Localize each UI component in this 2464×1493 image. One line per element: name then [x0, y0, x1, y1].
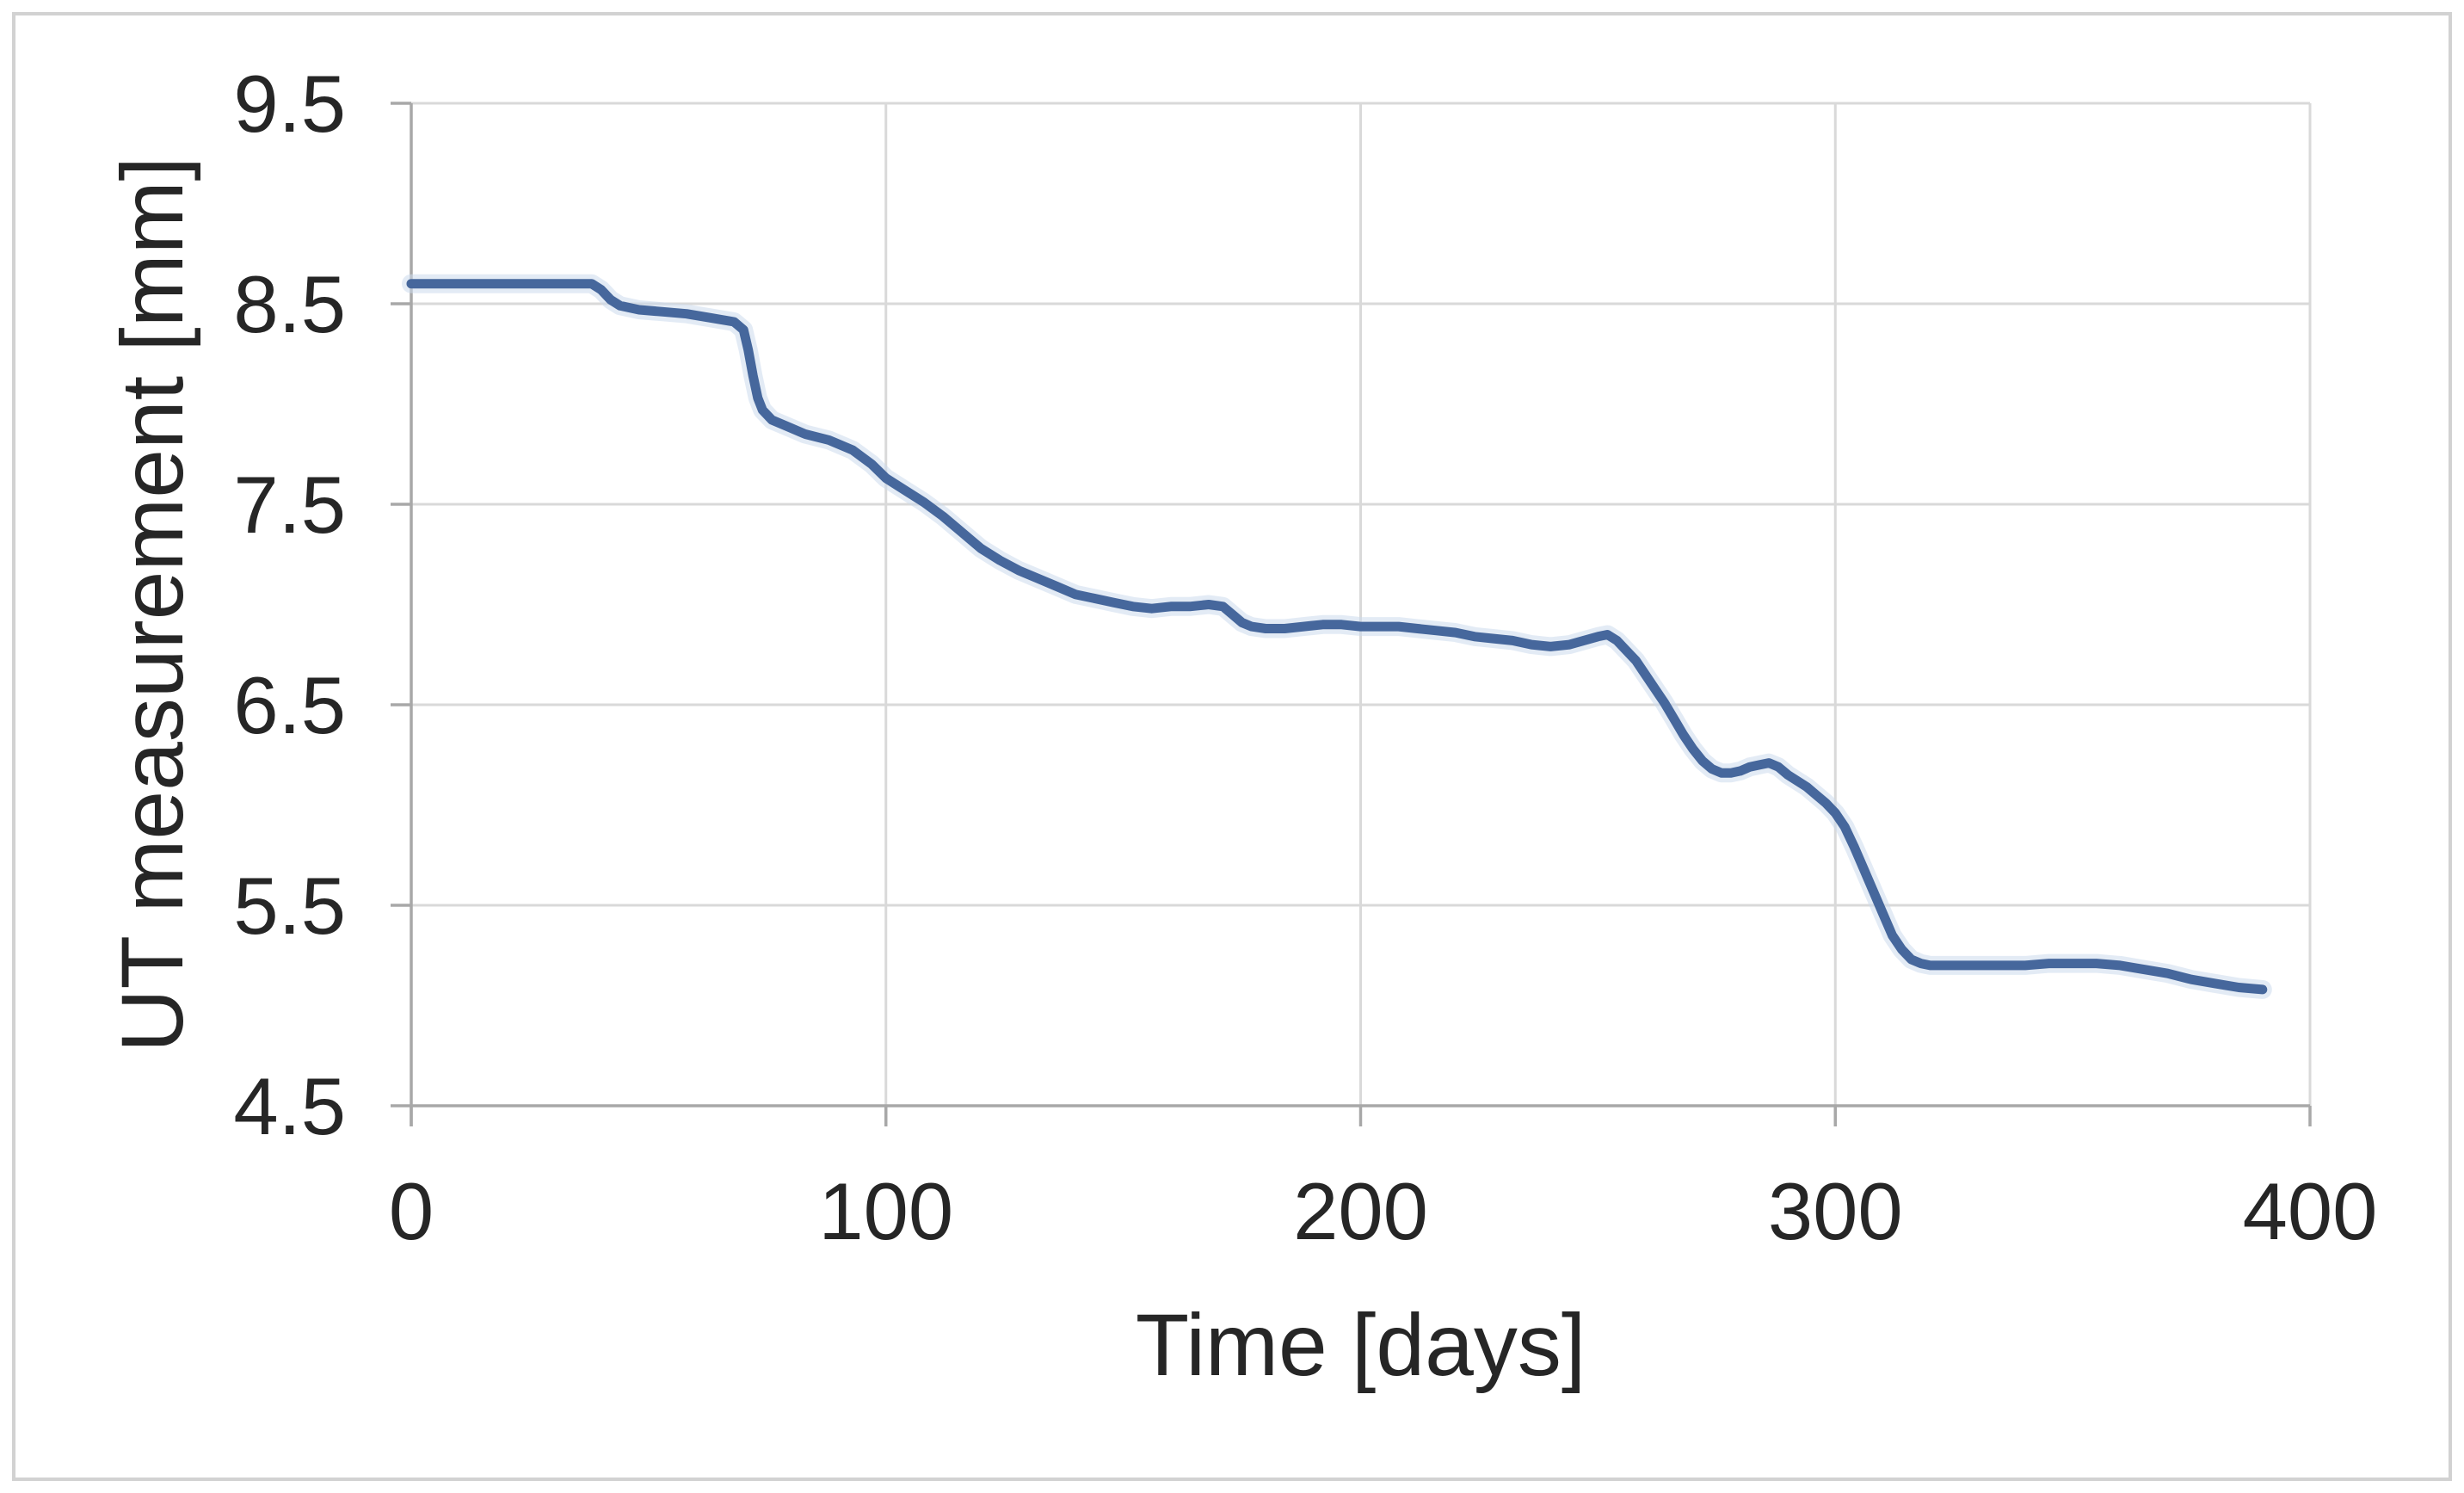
chart-frame-border — [12, 12, 2452, 1481]
x-axis-title: Time [days] — [1136, 1296, 1586, 1394]
y-tick-label: 8.5 — [233, 259, 346, 349]
x-tick-label: 100 — [818, 1166, 953, 1256]
y-tick-label: 7.5 — [233, 460, 346, 550]
x-tick-label: 300 — [1768, 1166, 1903, 1256]
y-tick-label: 4.5 — [233, 1061, 346, 1151]
y-axis-title: UT measurement [mm] — [103, 157, 201, 1052]
y-tick-label: 9.5 — [233, 59, 346, 149]
y-tick-label: 6.5 — [233, 660, 346, 750]
x-tick-label: 200 — [1293, 1166, 1428, 1256]
x-tick-label: 400 — [2243, 1166, 2378, 1256]
series-line-ut-measurement — [406, 279, 2268, 995]
series-line-halo — [402, 274, 2272, 999]
x-tick-label: 0 — [389, 1166, 434, 1256]
y-tick-label: 5.5 — [233, 861, 346, 951]
